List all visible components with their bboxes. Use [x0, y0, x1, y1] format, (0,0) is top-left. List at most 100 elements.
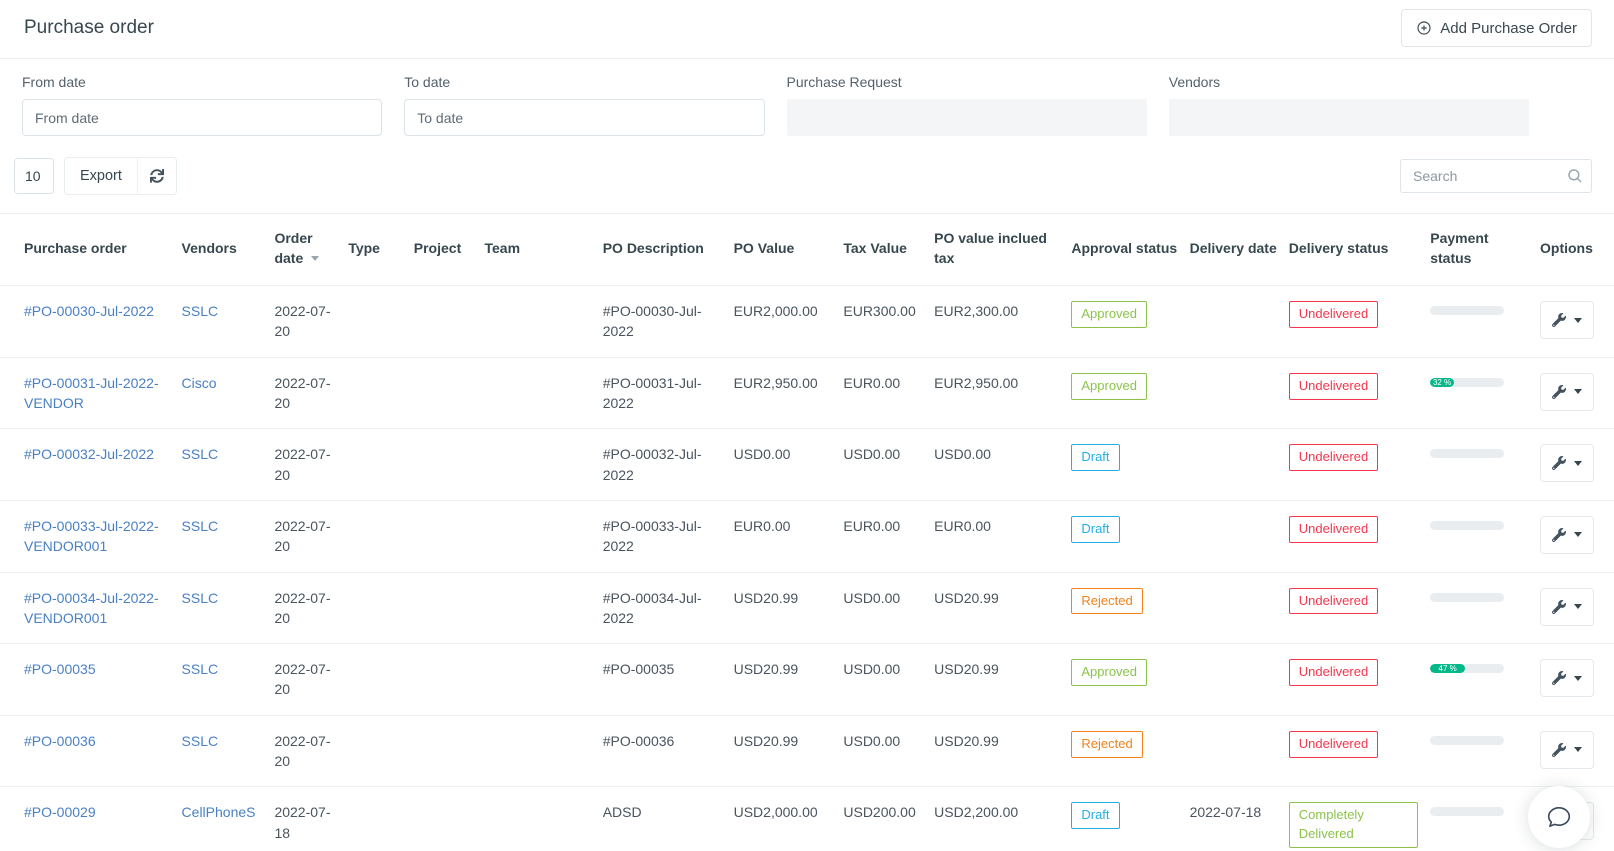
chevron-down-icon [1574, 317, 1583, 323]
po-link[interactable]: #PO-00035 [24, 661, 96, 678]
delivery-status-badge: Undelivered [1288, 515, 1379, 543]
col-order-date[interactable]: Order date [274, 214, 348, 286]
row-options-button[interactable] [1540, 444, 1595, 483]
delivery-status-cell: Undelivered [1288, 428, 1431, 501]
table-row: #PO-00032-Jul-2022 SSLC 2022-07-20 #PO-0003… [0, 428, 1614, 501]
chevron-down-icon [1574, 747, 1583, 753]
type-cell [348, 428, 414, 501]
type-cell [348, 786, 414, 851]
po-description-cell: #PO-00036 [602, 714, 734, 787]
tax-value-cell: USD200.00 [843, 786, 935, 851]
left-controls: Export [14, 157, 177, 195]
row-options-button[interactable] [1540, 730, 1595, 769]
delivery-status-cell: Undelivered [1288, 499, 1431, 573]
chat-button[interactable] [1528, 786, 1590, 848]
delivery-status-badge: Undelivered [1288, 587, 1379, 615]
col-team: Team [484, 239, 521, 256]
po-link[interactable]: #PO-00032-Jul-2022 [24, 446, 154, 463]
team-cell [484, 714, 603, 787]
vendor-link[interactable]: SSLC [181, 589, 219, 606]
purchase-request-select[interactable] [786, 99, 1147, 136]
po-value-cell: USD20.99 [733, 571, 844, 644]
vendors-select[interactable] [1168, 99, 1529, 136]
col-purchase-order: Purchase order [24, 239, 127, 256]
options-cell [1540, 571, 1614, 644]
purchase-order-table: Purchase order Vendors Order date Type P… [0, 213, 1614, 851]
vendor-cell: SSLC [181, 714, 275, 787]
export-button[interactable]: Export [65, 158, 137, 194]
table-row: #PO-00035 SSLC 2022-07-20 #PO-00035 USD20.99… [0, 643, 1614, 716]
delivery-date-cell [1189, 499, 1289, 573]
table-row: #PO-00033-Jul-2022-VENDOR001 SSLC 2022-07-… [0, 499, 1614, 573]
page-size-input[interactable] [14, 158, 54, 194]
po-value-cell: USD20.99 [733, 714, 844, 787]
row-options-button[interactable] [1540, 659, 1595, 698]
vendor-link[interactable]: SSLC [181, 517, 219, 534]
payment-progress-bar [1430, 449, 1505, 459]
options-cell [1540, 643, 1614, 716]
po-link[interactable]: #PO-00036 [24, 732, 96, 749]
order-date-cell: 2022-07-18 [274, 786, 349, 851]
po-link[interactable]: #PO-00030-Jul-2022 [24, 303, 154, 320]
delivery-status-badge: Undelivered [1288, 730, 1379, 758]
team-cell [484, 643, 603, 716]
po-description-cell: #PO-00035 [602, 643, 734, 716]
po-link[interactable]: #PO-00029 [24, 804, 96, 821]
table-row: #PO-00031-Jul-2022-VENDOR Cisco 2022-07-20… [0, 356, 1614, 429]
to-date-label: To date [404, 74, 451, 90]
po-value-incl-tax-cell: EUR0.00 [934, 499, 1072, 573]
wrench-icon [1552, 313, 1567, 328]
add-purchase-order-button[interactable]: Add Purchase Order [1401, 9, 1592, 47]
row-options-button[interactable] [1540, 587, 1595, 626]
po-value-cell: USD20.99 [733, 643, 844, 716]
delivery-date-cell [1189, 285, 1289, 358]
from-date-input[interactable] [22, 99, 383, 136]
po-description-cell: #PO-00034-Jul-2022 [602, 571, 734, 644]
po-link[interactable]: #PO-00033-Jul-2022-VENDOR001 [24, 517, 159, 555]
po-value-incl-tax-cell: EUR2,300.00 [934, 285, 1072, 358]
payment-progress-bar: 32 % [1430, 377, 1505, 387]
options-cell [1540, 428, 1614, 501]
delivery-status-badge: Undelivered [1288, 301, 1379, 329]
vendor-link[interactable]: SSLC [181, 661, 219, 678]
vendor-link[interactable]: SSLC [181, 303, 219, 320]
type-cell [348, 356, 414, 429]
row-options-button[interactable] [1540, 301, 1595, 340]
search-input[interactable] [1400, 159, 1592, 193]
to-date-input[interactable] [404, 99, 765, 136]
type-cell [348, 571, 414, 644]
row-options-button[interactable] [1540, 372, 1595, 411]
vendor-cell: SSLC [181, 428, 275, 501]
vendor-link[interactable]: CellPhoneS [181, 804, 256, 821]
po-value-cell: EUR2,950.00 [733, 356, 844, 429]
po-link[interactable]: #PO-00034-Jul-2022-VENDOR001 [24, 589, 159, 626]
purchase-request-filter: Purchase Request [786, 74, 1147, 136]
delivery-status-cell: Undelivered [1288, 571, 1431, 644]
vendor-cell: SSLC [181, 499, 275, 573]
table-row: #PO-00034-Jul-2022-VENDOR001 SSLC 2022-07-… [0, 571, 1614, 644]
options-cell [1540, 499, 1614, 573]
vendor-cell: SSLC [181, 285, 275, 358]
table-controls: Export [0, 148, 1614, 213]
options-cell [1540, 714, 1614, 787]
type-cell [348, 285, 414, 358]
approval-status-cell: Approved [1071, 285, 1190, 358]
delivery-status-cell: Undelivered [1288, 285, 1431, 358]
order-date-cell: 2022-07-20 [274, 285, 349, 358]
row-options-button[interactable] [1540, 515, 1595, 554]
tax-value-cell: USD0.00 [843, 643, 935, 716]
col-vendors: Vendors [181, 239, 237, 256]
vendor-link[interactable]: SSLC [181, 446, 219, 463]
po-link[interactable]: #PO-00031-Jul-2022-VENDOR [24, 374, 159, 412]
approval-status-cell: Draft [1071, 786, 1190, 851]
delivery-status-badge: Completely Delivered [1288, 802, 1419, 849]
delivery-status-badge: Undelivered [1288, 444, 1379, 472]
payment-progress-fill: 32 % [1430, 377, 1454, 387]
col-tax-value: Tax Value [843, 239, 907, 256]
refresh-button[interactable] [136, 158, 176, 194]
po-description-cell: #PO-00032-Jul-2022 [602, 428, 734, 501]
vendor-link[interactable]: Cisco [181, 374, 217, 391]
vendor-link[interactable]: SSLC [181, 732, 219, 749]
wrench-icon [1552, 384, 1567, 399]
